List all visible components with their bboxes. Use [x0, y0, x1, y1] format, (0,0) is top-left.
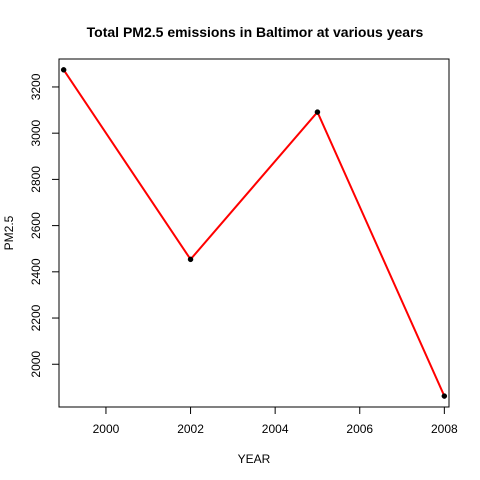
y-tick-label: 3200: [29, 73, 43, 100]
data-point: [441, 393, 448, 399]
chart-title: Total PM2.5 emissions in Baltimor at var…: [87, 24, 424, 40]
data-point: [60, 67, 67, 73]
y-tick-label: 2000: [29, 351, 43, 378]
y-tick-label: 2800: [29, 166, 43, 193]
data-point: [314, 109, 321, 115]
y-axis: 2000 2200 2400 2600 2800 3000 3200: [29, 73, 60, 378]
y-tick-label: 2600: [29, 212, 43, 239]
x-tick-label: 2008: [431, 422, 458, 436]
y-axis-label: PM2.5: [2, 215, 16, 250]
x-axis-label: YEAR: [238, 452, 271, 466]
series-layer: [60, 67, 448, 399]
y-tick-label: 2200: [29, 304, 43, 331]
series-line-segment: [316, 111, 446, 398]
x-axis: 2000 2002 2004 2006 2008: [93, 406, 458, 436]
y-tick-label: 2400: [29, 258, 43, 285]
x-tick-label: 2006: [346, 422, 373, 436]
series-line-segment: [189, 111, 319, 261]
x-tick-label: 2004: [262, 422, 289, 436]
data-point: [187, 256, 194, 263]
y-tick-label: 3000: [29, 120, 43, 147]
x-tick-label: 2002: [177, 422, 204, 436]
x-tick-label: 2000: [93, 422, 120, 436]
series-line-segment: [62, 68, 192, 261]
